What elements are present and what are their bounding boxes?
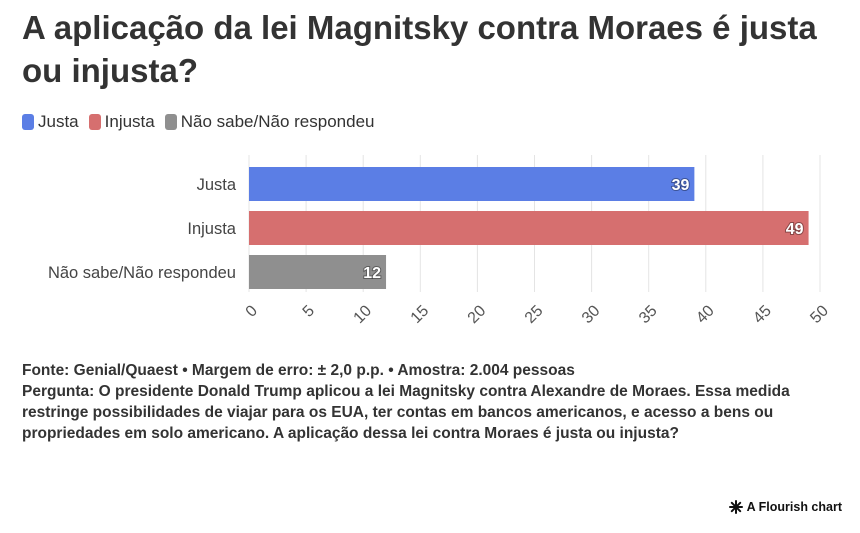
credit-text: A Flourish chart — [746, 500, 842, 514]
bar — [249, 167, 695, 201]
bar — [249, 255, 387, 289]
tick-label: 20 — [465, 302, 490, 327]
tick-label: 15 — [408, 302, 433, 327]
category-label: Justa — [197, 176, 237, 194]
data-label: 39 — [672, 177, 690, 194]
tick-label: 45 — [750, 302, 775, 327]
tick-label: 25 — [522, 302, 547, 327]
tick-label: 50 — [807, 302, 832, 327]
data-label: 49 — [786, 221, 804, 238]
source-note: Fonte: Genial/Quaest • Margem de erro: ±… — [22, 362, 575, 379]
category-label: Injusta — [187, 220, 236, 238]
category-label: Não sabe/Não respondeu — [48, 264, 236, 282]
data-label: 12 — [363, 265, 381, 282]
tick-label: 5 — [300, 302, 318, 320]
legend-label: Não sabe/Não respondeu — [180, 112, 375, 131]
legend-item-justa[interactable]: Justa — [22, 112, 79, 132]
question-note: Pergunta: O presidente Donald Trump apli… — [22, 383, 790, 442]
tick-label: 40 — [693, 302, 718, 327]
legend: Justa Injusta Não sabe/Não respondeu — [22, 112, 384, 132]
flourish-logo-icon — [728, 500, 743, 514]
tick-label: 30 — [579, 302, 604, 327]
legend-swatch — [88, 114, 101, 130]
chart-footer: Fonte: Genial/Quaest • Margem de erro: ±… — [22, 360, 842, 444]
legend-swatch — [164, 114, 177, 130]
legend-label: Injusta — [104, 112, 155, 131]
tick-label: 35 — [636, 302, 661, 327]
flourish-credit[interactable]: A Flourish chart — [728, 500, 842, 514]
bar — [249, 211, 809, 245]
legend-item-nao-sabe[interactable]: Não sabe/Não respondeu — [164, 112, 375, 132]
legend-swatch — [22, 114, 34, 130]
chart-title: A aplicação da lei Magnitsky contra Mora… — [22, 9, 817, 89]
legend-label: Justa — [38, 112, 79, 131]
legend-item-injusta[interactable]: Injusta — [88, 112, 155, 132]
tick-label: 10 — [351, 302, 376, 327]
bar-chart: Justa 39 Injusta 49 Não sabe/Não respondeu 12… — [48, 155, 832, 327]
tick-label: 0 — [243, 302, 261, 320]
